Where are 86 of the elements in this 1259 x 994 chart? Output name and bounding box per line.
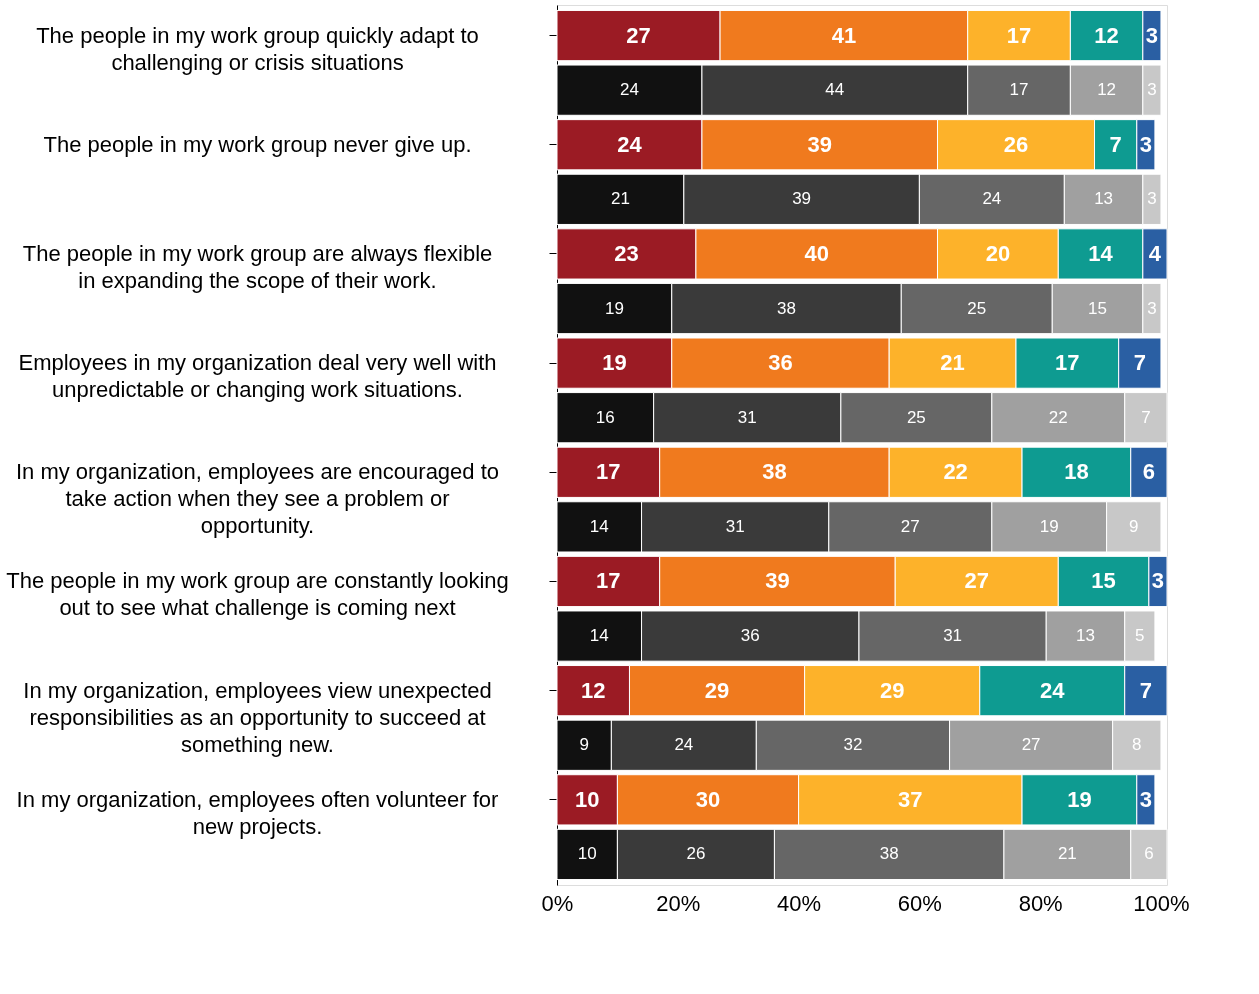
data-label: 7 (1133, 350, 1146, 376)
data-label: 19 (1039, 516, 1059, 536)
data-label: 38 (762, 459, 787, 485)
data-label: 22 (943, 459, 968, 485)
data-label: 14 (1088, 240, 1114, 266)
y-tick-label: In my organization, employees often volunteer for new projects. (16, 786, 499, 839)
data-label: 17 (596, 459, 621, 485)
y-tick-label: The people in my work group never give up. (43, 131, 472, 157)
data-label: 24 (617, 131, 643, 157)
data-label: 15 (1091, 568, 1116, 594)
data-label: 40 (804, 240, 829, 266)
data-label: 24 (1040, 677, 1066, 703)
data-label: 27 (964, 568, 989, 594)
data-label: 13 (1076, 626, 1095, 646)
data-label: 27 (1021, 735, 1041, 755)
data-label: 31 (737, 407, 757, 427)
data-label: 21 (1057, 844, 1077, 864)
data-label: 25 (967, 298, 987, 318)
data-label: 30 (695, 786, 721, 812)
data-label: 13 (1094, 189, 1114, 209)
data-label: 39 (807, 131, 832, 157)
data-label: 31 (725, 516, 745, 536)
data-label: 24 (982, 189, 1002, 209)
data-label: 20 (985, 240, 1011, 266)
data-label: 3 (1139, 786, 1152, 812)
data-label: 12 (1094, 22, 1119, 48)
data-label: 39 (765, 568, 790, 594)
data-label: 6 (1142, 459, 1156, 485)
data-label: 29 (879, 677, 905, 703)
x-tick-label: 80% (1018, 890, 1063, 916)
data-label: 3 (1151, 568, 1165, 594)
data-label: 22 (1048, 407, 1068, 427)
data-label: 17 (1009, 80, 1029, 100)
data-label: 29 (704, 677, 730, 703)
data-label: 7 (1109, 131, 1122, 157)
data-label: 36 (740, 626, 760, 646)
data-label: 17 (596, 568, 621, 594)
data-label: 26 (1003, 131, 1029, 157)
data-label: 3 (1145, 22, 1159, 48)
data-label: 32 (843, 735, 863, 755)
data-label: 24 (674, 735, 694, 755)
data-label: 37 (898, 786, 923, 812)
y-tick-label: In my organization, employees are encouraged to take action when they see a problem or opportunity. (15, 459, 500, 539)
y-tick-label: Employees in my organization deal very well with unpredictable or changing work situations. (18, 350, 497, 403)
data-label: 38 (777, 298, 796, 318)
data-label: 17 (1006, 22, 1032, 48)
data-label: 19 (604, 298, 624, 318)
data-label: 14 (589, 516, 609, 536)
data-label: 24 (620, 80, 639, 100)
x-tick-label: 20% (656, 890, 701, 916)
data-label: 23 (614, 240, 639, 266)
data-label: 44 (825, 80, 845, 100)
data-label: 9 (579, 735, 589, 755)
y-tick-label: In my organization, employees view unexpected responsibilities as an opportunity to succeed at something new. (23, 677, 492, 757)
data-label: 27 (900, 516, 920, 536)
data-label: 12 (1097, 80, 1117, 100)
x-tick-label: 0% (541, 890, 574, 916)
data-label: 16 (595, 407, 615, 427)
data-label: 39 (792, 189, 812, 209)
data-label: 10 (577, 844, 597, 864)
data-label: 41 (831, 22, 857, 48)
data-label: 18 (1064, 459, 1089, 485)
data-label: 27 (626, 22, 651, 48)
data-label: 21 (940, 350, 965, 376)
data-label: 25 (906, 407, 926, 427)
data-label: 26 (686, 844, 706, 864)
data-label: 19 (1067, 786, 1092, 812)
x-tick-label: 40% (777, 890, 822, 916)
x-tick-label: 100% (1133, 890, 1190, 916)
data-label: 7 (1139, 677, 1152, 703)
data-label: 15 (1088, 298, 1108, 318)
data-label: 3 (1139, 131, 1152, 157)
data-label: 36 (768, 350, 793, 376)
data-label: 17 (1055, 350, 1080, 376)
y-tick-label: The people in my work group are always flexible in expanding the scope of their work. (22, 240, 493, 293)
y-tick-label: The people in my work group are constantly looking out to see what challenge is coming next (6, 568, 509, 621)
y-tick-label: The people in my work group quickly adapt to challenging or crisis situations (36, 22, 479, 75)
data-label: 12 (581, 677, 606, 703)
data-label: 38 (879, 844, 899, 864)
data-label: 10 (574, 786, 600, 812)
data-label: 31 (943, 626, 963, 646)
data-label: 4 (1148, 240, 1162, 266)
data-label: 19 (602, 350, 627, 376)
data-label: 21 (610, 189, 630, 209)
x-tick-label: 60% (897, 890, 942, 916)
data-label: 14 (589, 626, 609, 646)
